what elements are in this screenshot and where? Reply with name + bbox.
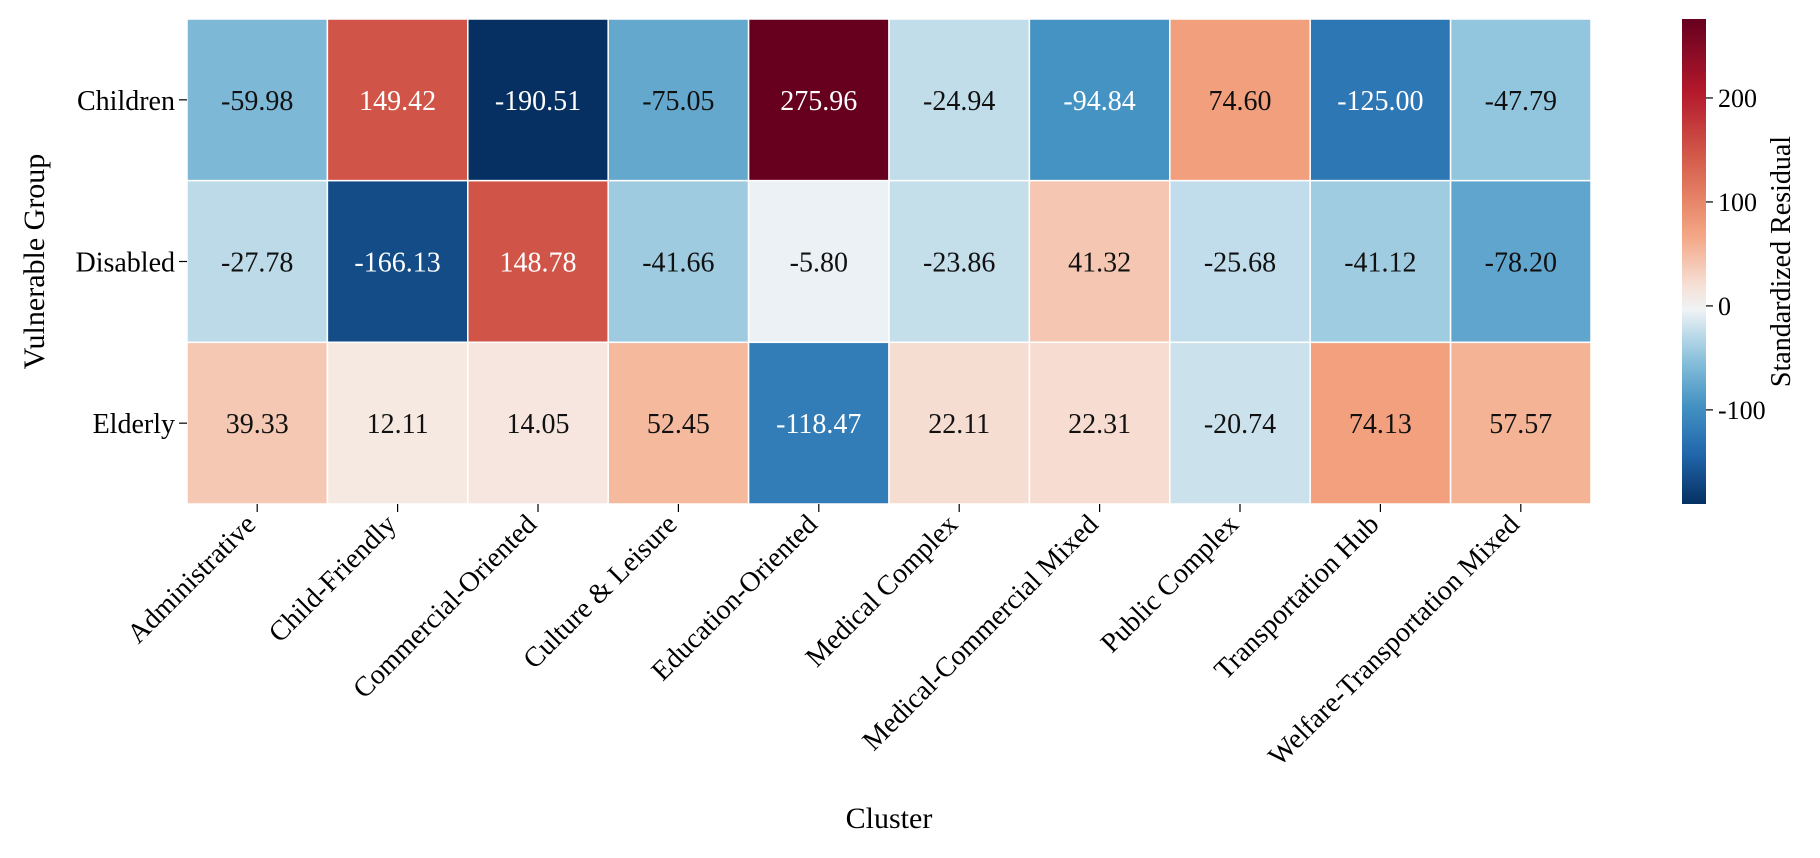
heatmap-cell xyxy=(1309,179,1452,344)
cell-value-label: -118.47 xyxy=(776,409,861,440)
heatmap-cell xyxy=(1028,341,1171,505)
colorbar-tick-label: 200 xyxy=(1718,84,1757,113)
y-tick-label: Children xyxy=(77,86,175,117)
x-tick-label: Medical-Commercial Mixed xyxy=(857,509,1105,757)
cell-value-label: 275.96 xyxy=(780,86,857,117)
heatmap-cell xyxy=(607,18,750,182)
colorbar-tick-label: 0 xyxy=(1718,292,1731,321)
heatmap-cell xyxy=(1169,341,1311,505)
x-tick-label: Child-Friendly xyxy=(263,509,403,649)
heatmap-cells xyxy=(186,18,1592,505)
cell-value-label: 148.78 xyxy=(500,248,577,279)
heatmap-cell xyxy=(1169,18,1311,182)
x-tick-label: Administrative xyxy=(121,509,262,650)
cell-value-label: -24.94 xyxy=(923,86,995,117)
cell-value-label: -47.79 xyxy=(1485,86,1557,117)
colorbar: -100 0 100 200 Standardized Residual xyxy=(1682,19,1797,504)
heatmap-cell xyxy=(326,179,469,344)
colorbar-tick-label: -100 xyxy=(1718,396,1766,425)
cell-value-label: -166.13 xyxy=(354,248,440,279)
heatmap-cell xyxy=(888,179,1031,344)
heatmap-cell xyxy=(888,18,1031,182)
cell-value-label: -20.74 xyxy=(1204,409,1276,440)
cell-value-label: -27.78 xyxy=(221,248,293,279)
heatmap-cell xyxy=(1449,18,1592,182)
cell-value-label: 57.57 xyxy=(1489,409,1552,440)
cell-value-label: 12.11 xyxy=(367,409,429,440)
heatmap-cell xyxy=(467,18,609,182)
cell-value-label: -78.20 xyxy=(1485,248,1557,279)
cell-value-label: -190.51 xyxy=(495,86,581,117)
cell-value-label: 41.32 xyxy=(1068,248,1131,279)
cell-value-label: 74.13 xyxy=(1349,409,1412,440)
cell-value-label: 22.31 xyxy=(1068,409,1131,440)
cell-value-label: -23.86 xyxy=(923,248,995,279)
heatmap-cell xyxy=(186,18,329,182)
cell-value-label: 52.45 xyxy=(647,409,710,440)
cell-value-label: -75.05 xyxy=(642,86,714,117)
cell-value-label: 14.05 xyxy=(507,409,570,440)
heatmap-cell xyxy=(747,341,890,505)
y-tick-label: Disabled xyxy=(75,248,175,279)
x-tick-label: Medical Complex xyxy=(800,509,964,673)
y-axis-ticks: Children Disabled Elderly xyxy=(75,86,187,440)
heatmap-cell xyxy=(747,179,890,344)
x-tick-label: Welfare-Transportation Mixed xyxy=(1263,509,1526,772)
heatmap-cell xyxy=(1309,341,1452,505)
cell-value-label: -94.84 xyxy=(1063,86,1135,117)
colorbar-gradient xyxy=(1682,19,1706,504)
y-axis-label: Vulnerable Group xyxy=(18,154,51,370)
cell-value-label: -59.98 xyxy=(221,86,293,117)
heatmap-cell-labels: -59.98 149.42 -190.51 -75.05 275.96 -24.94 -94… xyxy=(221,86,1557,440)
cell-value-label: 149.42 xyxy=(359,86,436,117)
y-tick-label: Elderly xyxy=(93,409,175,440)
cell-value-label: -5.80 xyxy=(790,248,848,279)
colorbar-label: Standardized Residual xyxy=(1766,136,1797,387)
heatmap-cell xyxy=(747,18,890,182)
cell-value-label: -125.00 xyxy=(1337,86,1423,117)
colorbar-ticks: -100 0 100 200 xyxy=(1706,84,1766,425)
heatmap-cell xyxy=(467,341,609,505)
heatmap-cell xyxy=(186,341,329,505)
heatmap-cell xyxy=(1169,179,1311,344)
cell-value-label: -41.66 xyxy=(642,248,714,279)
colorbar-tick-label: 100 xyxy=(1718,188,1757,217)
heatmap-cell xyxy=(467,179,609,344)
cell-value-label: -25.68 xyxy=(1204,248,1276,279)
cell-value-label: 39.33 xyxy=(226,409,289,440)
heatmap-cell xyxy=(1449,179,1592,344)
cell-value-label: 22.11 xyxy=(928,409,990,440)
heatmap-cell xyxy=(326,18,469,182)
heatmap-cell xyxy=(1028,179,1171,344)
x-axis-label: Cluster xyxy=(846,802,933,835)
x-tick-label: Culture & Leisure xyxy=(517,509,683,675)
heatmap-cell xyxy=(1449,341,1592,505)
x-axis-ticks: Administrative Child-FriendlyCommercial-O… xyxy=(121,504,1526,772)
heatmap-cell xyxy=(607,179,750,344)
heatmap-cell xyxy=(326,341,469,505)
cell-value-label: -41.12 xyxy=(1344,248,1416,279)
x-tick-label: Public Complex xyxy=(1095,509,1245,659)
cell-value-label: 74.60 xyxy=(1209,86,1272,117)
